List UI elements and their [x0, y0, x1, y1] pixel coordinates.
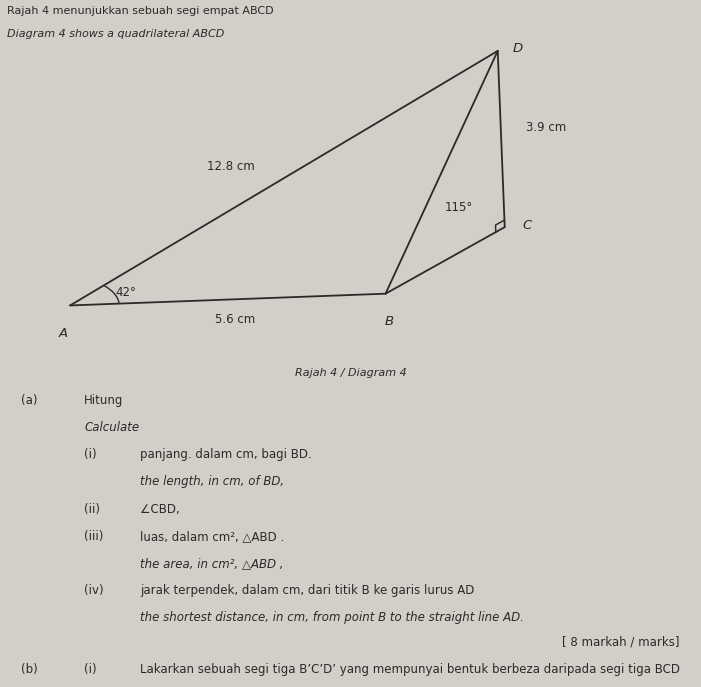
Text: [ 8 markah / marks]: [ 8 markah / marks] — [562, 635, 680, 649]
Text: (i): (i) — [84, 663, 97, 676]
Text: (ii): (ii) — [84, 503, 100, 516]
Text: B: B — [384, 315, 394, 328]
Text: the shortest distance, in cm, from point B to the straight line AD.: the shortest distance, in cm, from point… — [140, 611, 524, 624]
Text: A: A — [58, 327, 68, 340]
Text: Lakarkan sebuah segi tiga B’C’D’ yang mempunyai bentuk berbeza daripada segi tig: Lakarkan sebuah segi tiga B’C’D’ yang me… — [140, 663, 680, 676]
Text: Rajah 4 menunjukkan sebuah segi empat ABCD: Rajah 4 menunjukkan sebuah segi empat AB… — [7, 6, 273, 16]
Text: (a): (a) — [21, 394, 38, 407]
Text: the area, in cm², △ABD ,: the area, in cm², △ABD , — [140, 557, 284, 570]
Text: Rajah 4 / Diagram 4: Rajah 4 / Diagram 4 — [294, 368, 407, 378]
Text: the length, in cm, of BD,: the length, in cm, of BD, — [140, 475, 285, 488]
Text: panjang. dalam cm, bagi BD.: panjang. dalam cm, bagi BD. — [140, 448, 312, 461]
Text: luas, dalam cm², △ABD .: luas, dalam cm², △ABD . — [140, 530, 285, 543]
Text: (iii): (iii) — [84, 530, 104, 543]
Text: Hitung: Hitung — [84, 394, 123, 407]
Text: 3.9 cm: 3.9 cm — [526, 121, 566, 134]
Text: 42°: 42° — [116, 286, 137, 299]
Text: 5.6 cm: 5.6 cm — [215, 313, 255, 326]
Text: C: C — [522, 218, 531, 232]
Text: (b): (b) — [21, 663, 38, 676]
Text: (iv): (iv) — [84, 584, 104, 597]
Text: 12.8 cm: 12.8 cm — [207, 160, 255, 173]
Text: jarak terpendek, dalam cm, dari titik B ke garis lurus AD: jarak terpendek, dalam cm, dari titik B … — [140, 584, 475, 597]
Text: D: D — [513, 43, 524, 56]
Text: Calculate: Calculate — [84, 421, 139, 434]
Text: ∠CBD,: ∠CBD, — [140, 503, 180, 516]
Text: 115°: 115° — [445, 201, 473, 214]
Text: Diagram 4 shows a quadrilateral ABCD: Diagram 4 shows a quadrilateral ABCD — [7, 30, 224, 39]
Text: (i): (i) — [84, 448, 97, 461]
